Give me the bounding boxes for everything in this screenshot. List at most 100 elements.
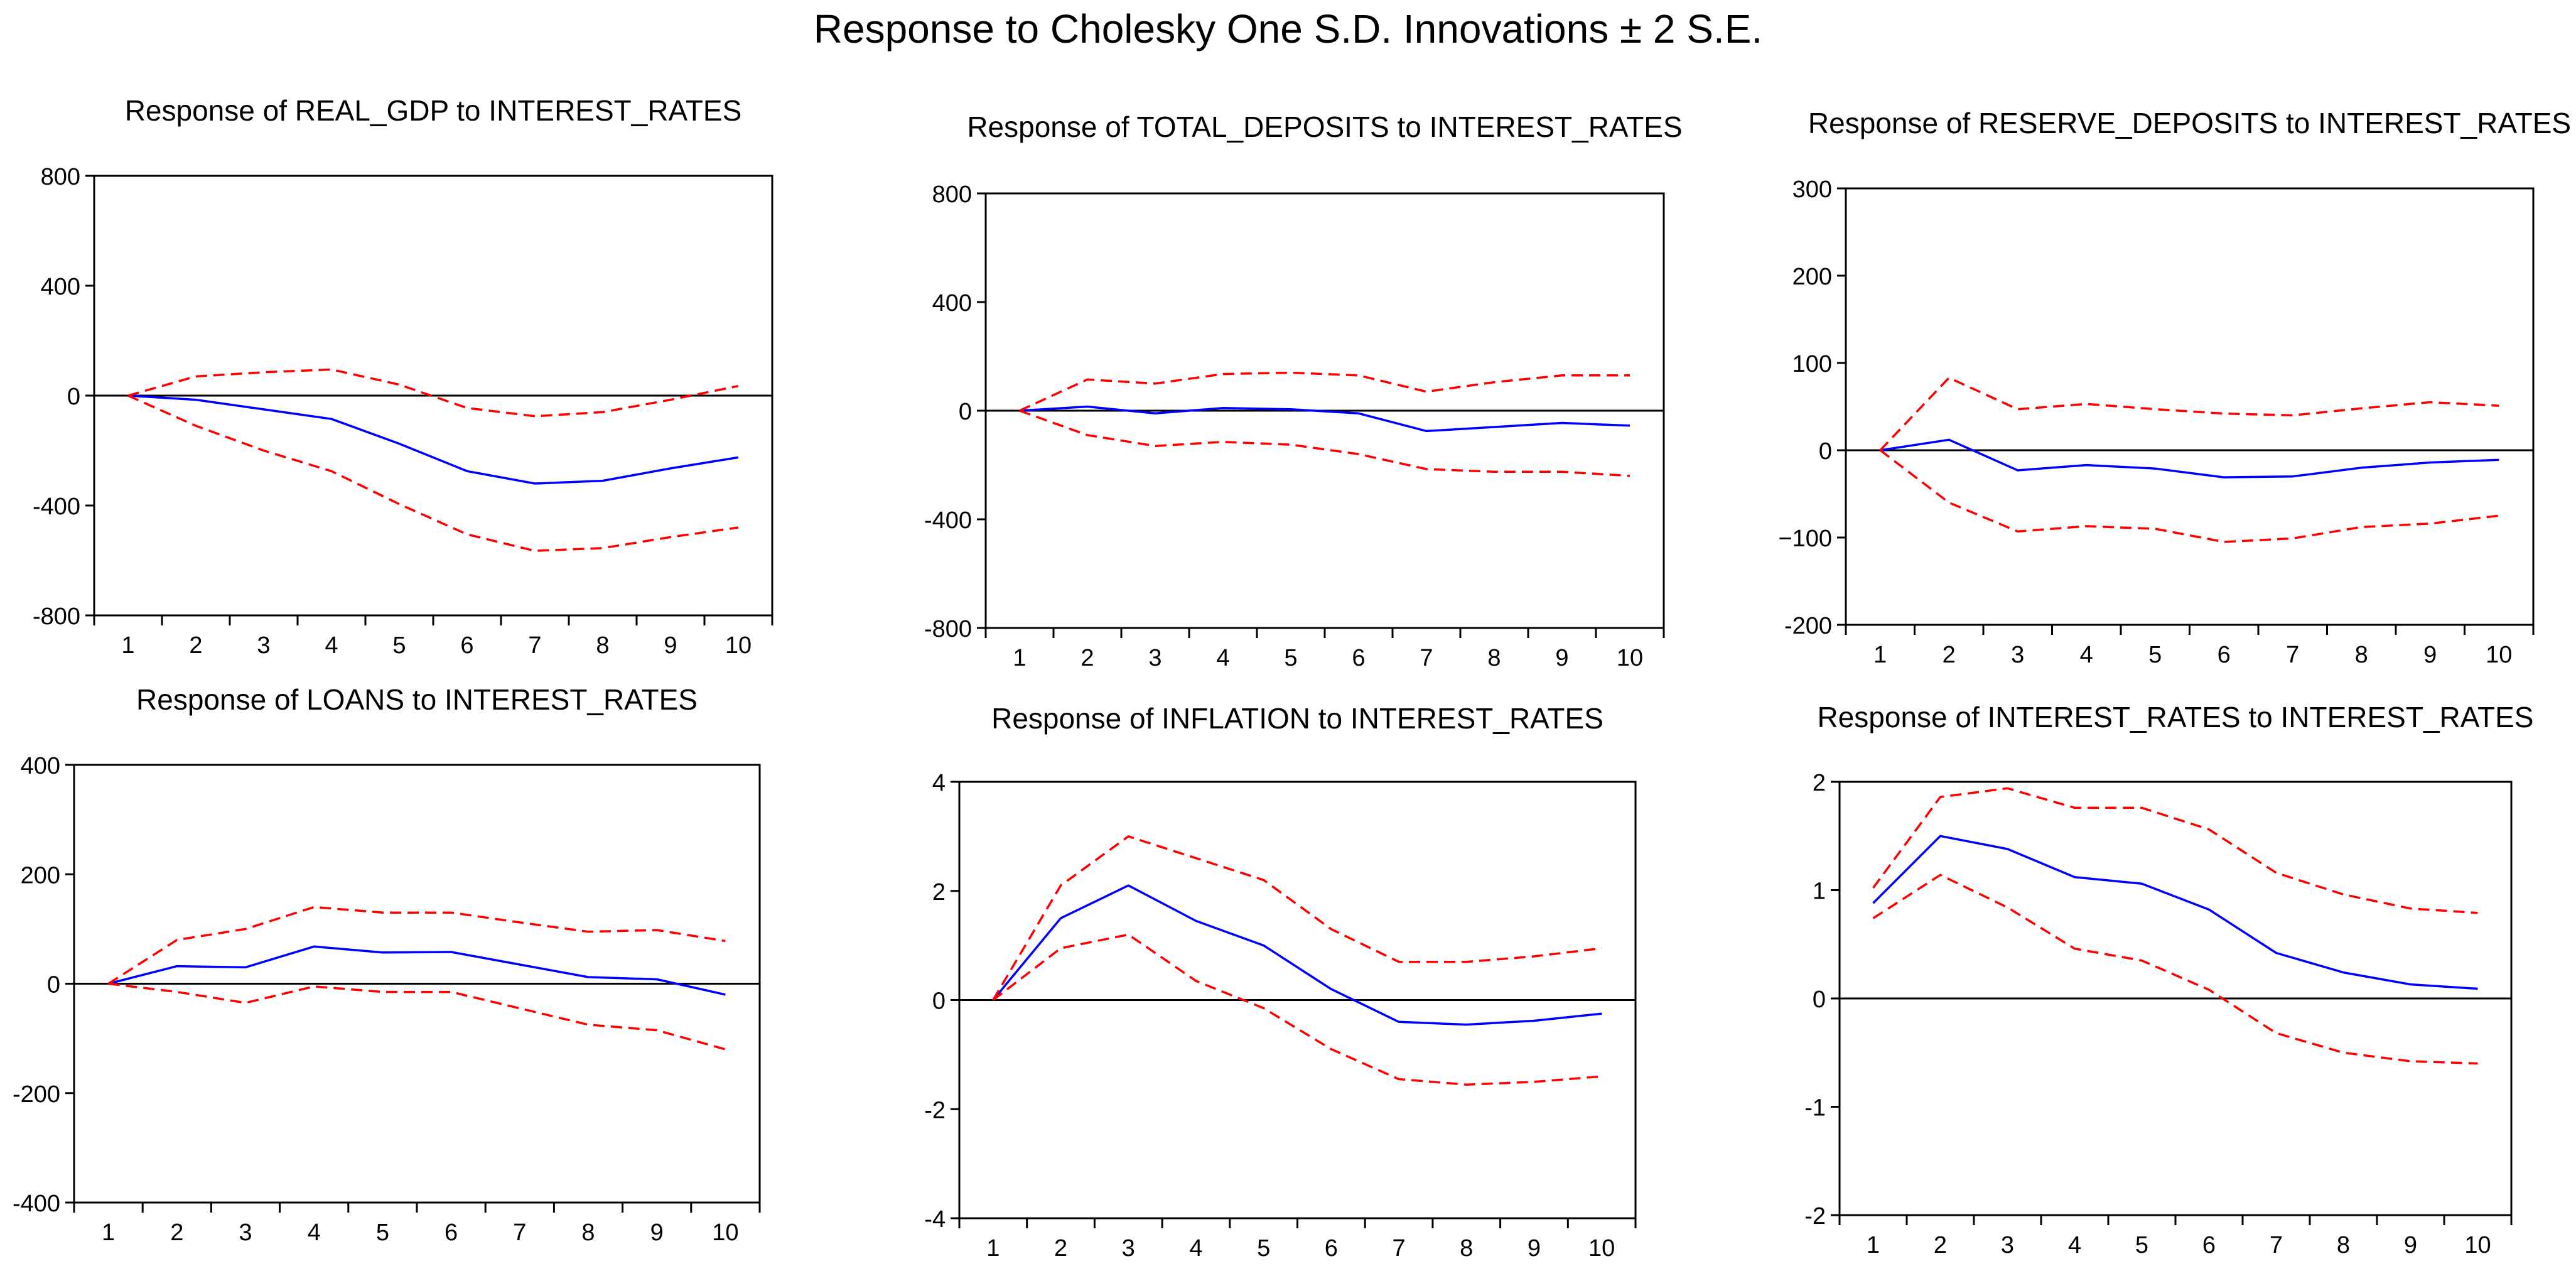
plot-frame <box>1845 187 2535 626</box>
x-tick-label: 2 <box>1934 1232 1947 1258</box>
y-tick-label: -400 <box>13 1191 60 1217</box>
x-tick-label: 1 <box>986 1235 1000 1262</box>
y-tick-label: 200 <box>21 862 60 889</box>
x-tick-label: 1 <box>1867 1232 1880 1258</box>
x-tick-label: 2 <box>1081 645 1094 671</box>
x-tick-label: 2 <box>189 632 202 659</box>
lower-band-line <box>108 982 726 1051</box>
upper-band-line <box>1872 787 2478 914</box>
x-tick-label: 9 <box>664 632 677 659</box>
x-tick-label: 8 <box>1460 1235 1473 1262</box>
x-tick-label: 6 <box>460 632 473 659</box>
y-tick-label: -800 <box>924 616 972 642</box>
x-tick-label: 8 <box>2337 1232 2350 1258</box>
x-tick-label: 5 <box>1257 1235 1270 1262</box>
y-tick-label: 0 <box>67 384 80 410</box>
response-line <box>1019 405 1630 433</box>
x-tick-label: 1 <box>1873 642 1887 668</box>
chart-panel-6: Response of INTEREST_RATES to INTEREST_R… <box>1804 701 2533 1258</box>
x-tick-label: 4 <box>308 1220 321 1246</box>
chart-title: Response of REAL_GDP to INTEREST_RATES <box>125 94 742 127</box>
chart-title: Response of RESERVE_DEPOSITS to INTEREST… <box>1808 107 2571 139</box>
x-tick-label: 4 <box>2068 1232 2081 1258</box>
upper-band-line <box>992 835 1602 1001</box>
x-tick-label: 5 <box>2135 1232 2148 1258</box>
x-tick-label: 3 <box>2001 1232 2014 1258</box>
y-tick-label: -200 <box>1784 613 1832 639</box>
y-tick-label: 800 <box>932 181 972 208</box>
y-tick-label: -400 <box>924 507 972 534</box>
response-line <box>108 945 726 996</box>
chart-panel-5: Response of INFLATION to INTEREST_RATES -… <box>924 702 1637 1262</box>
y-tick-label: 800 <box>41 164 80 190</box>
x-tick-label: 9 <box>2423 642 2437 668</box>
x-tick-label: 2 <box>170 1220 183 1246</box>
upper-band-line <box>127 368 739 418</box>
x-tick-label: 9 <box>2404 1232 2417 1258</box>
y-tick-label: 2 <box>1813 770 1826 796</box>
x-tick-label: 10 <box>1617 645 1643 671</box>
chart-panel-3: Response of RESERVE_DEPOSITS to INTEREST… <box>1778 107 2571 668</box>
x-tick-label: 9 <box>1555 645 1568 671</box>
upper-band-line <box>1019 371 1630 412</box>
chart-panel-1: Response of REAL_GDP to INTEREST_RATES -8… <box>33 94 773 659</box>
x-tick-label: 6 <box>1325 1235 1338 1262</box>
x-tick-label: 6 <box>2218 642 2231 668</box>
lower-band-line <box>127 394 739 552</box>
x-tick-label: 2 <box>1943 642 1956 668</box>
x-tick-label: 4 <box>1189 1235 1202 1262</box>
y-tick-label: 300 <box>1792 176 1832 203</box>
chart-panel-4: Response of LOANS to INTEREST_RATES -400 -… <box>13 683 761 1246</box>
x-tick-label: 3 <box>239 1220 252 1246</box>
y-tick-label: 100 <box>1792 351 1832 377</box>
y-tick-label: -4 <box>924 1206 946 1233</box>
x-tick-label: 7 <box>2286 642 2299 668</box>
response-line <box>1872 835 2478 990</box>
upper-band-line <box>107 906 726 985</box>
upper-band-line <box>1879 376 2499 452</box>
y-tick-label: −100 <box>1778 526 1832 552</box>
x-tick-label: 10 <box>1588 1235 1615 1262</box>
y-tick-label: 0 <box>959 399 972 425</box>
x-tick-label: 10 <box>2464 1232 2491 1258</box>
lower-band-line <box>992 933 1602 1086</box>
y-tick-label: 0 <box>932 988 946 1015</box>
y-tick-label: 0 <box>47 972 60 998</box>
y-tick-label: -400 <box>33 494 80 520</box>
x-tick-label: 1 <box>102 1220 115 1246</box>
x-tick-label: 8 <box>2355 642 2368 668</box>
y-tick-label: -2 <box>1804 1203 1826 1230</box>
x-tick-label: 8 <box>1487 645 1501 671</box>
lower-band-line <box>1879 449 2499 543</box>
lower-band-line <box>1019 409 1630 477</box>
x-tick-label: 10 <box>712 1220 738 1246</box>
x-tick-label: 3 <box>257 632 270 659</box>
main-title: Response to Cholesky One S.D. Innovation… <box>813 6 1763 51</box>
x-tick-label: 10 <box>2486 642 2512 668</box>
x-tick-label: 10 <box>725 632 752 659</box>
x-tick-label: 2 <box>1054 1235 1067 1262</box>
x-tick-label: 8 <box>581 1220 595 1246</box>
chart-panel-2: Response of TOTAL_DEPOSITS to INTEREST_R… <box>924 111 1683 671</box>
chart-title: Response of LOANS to INTEREST_RATES <box>136 683 698 716</box>
x-tick-label: 8 <box>596 632 609 659</box>
y-tick-label: 200 <box>1792 264 1832 290</box>
x-tick-label: 7 <box>1420 645 1433 671</box>
chart-title: Response of INTEREST_RATES to INTEREST_R… <box>1818 701 2534 733</box>
x-tick-label: 3 <box>1122 1235 1135 1262</box>
x-tick-label: 9 <box>1528 1235 1541 1262</box>
x-tick-label: 4 <box>2080 642 2093 668</box>
y-tick-label: 0 <box>1813 987 1826 1013</box>
x-tick-label: 5 <box>376 1220 389 1246</box>
chart-title: Response of INFLATION to INTEREST_RATES <box>991 702 1603 735</box>
response-line <box>992 884 1602 1026</box>
x-tick-label: 7 <box>2270 1232 2283 1258</box>
y-tick-label: 400 <box>21 753 60 779</box>
x-tick-label: 1 <box>121 632 134 659</box>
x-tick-label: 7 <box>528 632 541 659</box>
y-tick-label: -800 <box>33 603 80 630</box>
y-tick-label: 400 <box>932 290 972 316</box>
y-tick-label: -1 <box>1804 1095 1826 1122</box>
y-tick-label: 0 <box>1819 438 1832 465</box>
